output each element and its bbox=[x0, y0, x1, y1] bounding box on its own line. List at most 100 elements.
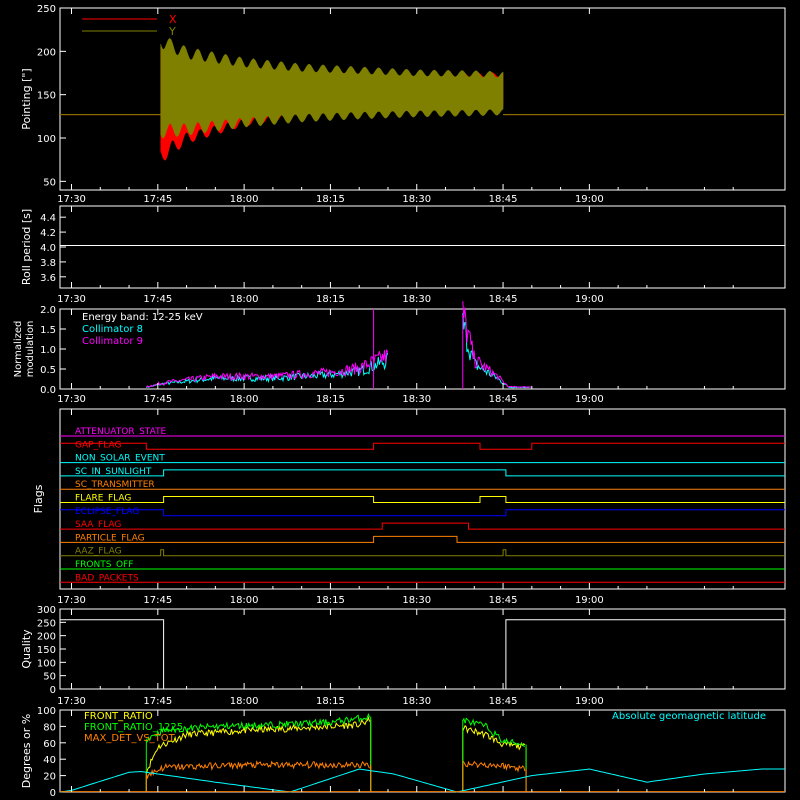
geomagnetic-label: Absolute geomagnetic latitude bbox=[612, 711, 766, 722]
time-tick-label: 18:15 bbox=[316, 294, 345, 305]
degrees-ylabel: Degrees or % bbox=[20, 714, 33, 788]
x-tick-marks bbox=[71, 409, 734, 589]
quality-plot bbox=[60, 619, 785, 690]
ratio-trace bbox=[462, 760, 526, 773]
pointing-ylabel: Pointing ["] bbox=[20, 68, 33, 129]
time-tick-label: 19:00 bbox=[575, 394, 604, 405]
y-tick-label: 300 bbox=[37, 605, 56, 616]
y-tick-label: 4.4 bbox=[40, 213, 56, 224]
time-tick-label: 19:00 bbox=[575, 294, 604, 305]
y-tick-label: 4.0 bbox=[40, 243, 56, 254]
time-tick-label: 18:30 bbox=[402, 696, 431, 707]
ratio-trace bbox=[145, 716, 371, 775]
time-tick-label: 17:45 bbox=[143, 294, 172, 305]
y-tick-label: 1.5 bbox=[40, 325, 56, 336]
flag-label: ECLIPSE_FLAG bbox=[75, 507, 139, 517]
legend-y-label: Y bbox=[168, 25, 176, 38]
time-tick-label: 17:45 bbox=[143, 394, 172, 405]
time-tick-label: 18:00 bbox=[230, 294, 259, 305]
flag-label: ATTENUATOR_STATE bbox=[75, 427, 167, 437]
time-tick-label: 18:30 bbox=[402, 294, 431, 305]
flag-trace bbox=[60, 496, 785, 503]
time-tick-label: 18:00 bbox=[230, 595, 259, 606]
quality-ylabel: Quality bbox=[20, 629, 33, 669]
time-axis-3: 17:30 17:45 18:00 18:15 18:30 18:45 19:00 bbox=[57, 394, 604, 405]
time-tick-label: 19:00 bbox=[575, 696, 604, 707]
flag-label: SAA_FLAG bbox=[75, 520, 121, 530]
legend-x-label: X bbox=[169, 13, 177, 26]
y-tick-label: 60 bbox=[43, 739, 56, 750]
time-tick-label: 18:45 bbox=[489, 194, 518, 205]
geomagnetic-latitude-line bbox=[59, 768, 785, 793]
y-tick-label: 100 bbox=[37, 658, 56, 669]
time-tick-label: 18:00 bbox=[230, 696, 259, 707]
y-tick-label: 250 bbox=[37, 4, 56, 15]
time-tick-label: 18:45 bbox=[489, 294, 518, 305]
ratio-trace bbox=[146, 712, 371, 743]
y-tick-label: 40 bbox=[43, 755, 56, 766]
time-axis-1: 17:30 17:45 18:00 18:15 18:30 18:45 19:00 bbox=[57, 194, 604, 205]
flags-plot: ATTENUATOR_STATE GAP_FLAG NON_SOLAR_EVENT S… bbox=[60, 427, 785, 583]
y-tick-label: 3.8 bbox=[40, 258, 56, 269]
y-tick-label: 20 bbox=[43, 772, 56, 783]
time-tick-label: 17:45 bbox=[143, 194, 172, 205]
time-tick-label: 18:45 bbox=[489, 394, 518, 405]
y-tick-label: 0.0 bbox=[40, 385, 56, 396]
front-ratio-1225-label: FRONT_RATIO_1225 bbox=[84, 722, 183, 733]
time-tick-label: 18:30 bbox=[402, 394, 431, 405]
y-tick-label: 250 bbox=[37, 618, 56, 629]
y-tick-label: 0 bbox=[50, 685, 56, 696]
time-tick-label: 18:15 bbox=[316, 194, 345, 205]
y-tick-label: 50 bbox=[43, 672, 56, 683]
modulation-trace bbox=[462, 301, 532, 388]
flags-ylabel: Flags bbox=[32, 484, 45, 513]
time-tick-label: 18:45 bbox=[489, 595, 518, 606]
modulation-yticks: 0.0 0.5 1.0 1.5 2.0 bbox=[40, 305, 66, 396]
flag-label: SC_IN_SUNLIGHT bbox=[75, 467, 152, 477]
flag-trace bbox=[60, 535, 785, 543]
y-tick-label: 150 bbox=[37, 645, 56, 656]
y-tick-label: 80 bbox=[43, 722, 56, 733]
time-tick-label: 19:00 bbox=[575, 194, 604, 205]
y-tick-label: 200 bbox=[37, 632, 56, 643]
time-tick-label: 18:45 bbox=[489, 696, 518, 707]
flag-label: PARTICLE_FLAG bbox=[75, 533, 145, 543]
time-tick-label: 18:15 bbox=[316, 595, 345, 606]
modulation-trace bbox=[145, 349, 389, 388]
flags-frame bbox=[59, 408, 786, 590]
y-tick-label: 1.0 bbox=[40, 345, 56, 356]
y-tick-label: 100 bbox=[37, 134, 56, 145]
flag-trace bbox=[60, 442, 785, 450]
x-tick-marks bbox=[71, 710, 734, 792]
pointing-plot bbox=[60, 38, 785, 161]
roll-ylabel: Roll period [s] bbox=[20, 209, 33, 285]
time-tick-label: 17:30 bbox=[57, 696, 86, 707]
energy-band-label: Energy band: 12-25 keV bbox=[82, 312, 203, 323]
y-tick-label: 0 bbox=[50, 788, 56, 799]
flag-label: SC_TRANSMITTER bbox=[75, 480, 155, 490]
y-tick-label: 150 bbox=[37, 91, 56, 102]
time-axis-5: 17:30 17:45 18:00 18:15 18:30 18:45 19:00 bbox=[57, 696, 604, 707]
y-tick-label: 4.2 bbox=[40, 228, 56, 239]
y-tick-label: 3.6 bbox=[40, 273, 56, 284]
time-tick-label: 17:30 bbox=[57, 394, 86, 405]
modulation-trace bbox=[145, 352, 389, 389]
flag-label: FLARE_FLAG bbox=[75, 494, 131, 504]
quality-panel: Quality 0 50 100 150 200 250 300 bbox=[20, 605, 786, 696]
y-tick-label: 200 bbox=[37, 47, 56, 58]
flag-label: BAD_PACKETS bbox=[75, 573, 139, 583]
ratio-trace bbox=[462, 724, 526, 751]
flag-trace bbox=[60, 469, 785, 477]
time-tick-label: 18:30 bbox=[402, 595, 431, 606]
time-tick-label: 17:45 bbox=[143, 595, 172, 606]
modulation-ylabel-line2: modulation bbox=[25, 321, 36, 378]
flag-label: NON_SOLAR_EVENT bbox=[75, 454, 165, 464]
quality-yticks: 0 50 100 150 200 250 300 bbox=[37, 605, 66, 696]
ratio-trace bbox=[462, 717, 525, 747]
modulation-plot bbox=[145, 301, 532, 389]
pointing-frame bbox=[59, 7, 786, 191]
time-tick-label: 18:30 bbox=[402, 194, 431, 205]
time-tick-label: 17:30 bbox=[57, 294, 86, 305]
time-tick-label: 17:30 bbox=[57, 595, 86, 606]
